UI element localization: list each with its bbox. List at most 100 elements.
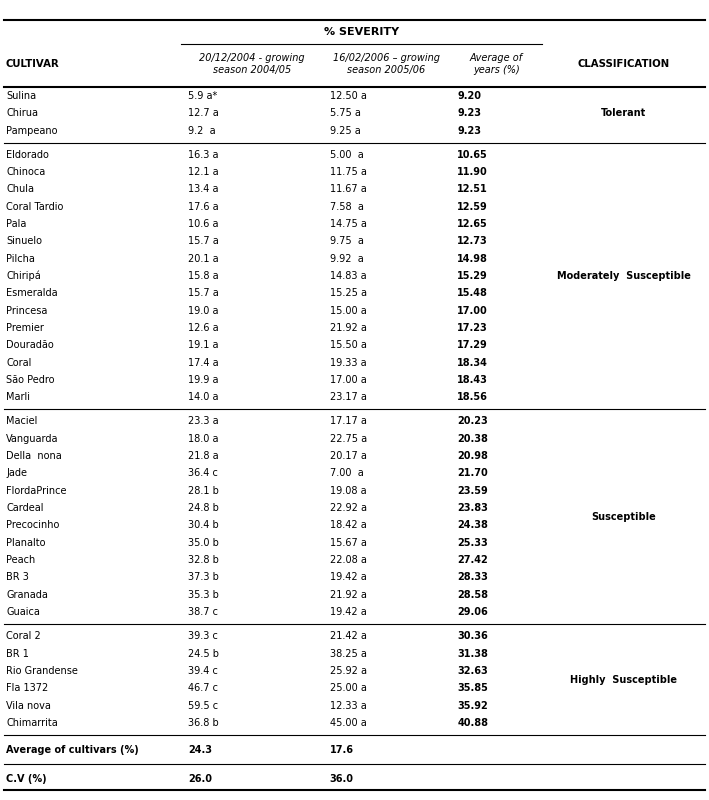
Text: 29.06: 29.06 bbox=[457, 607, 488, 617]
Text: 13.4 a: 13.4 a bbox=[188, 184, 218, 194]
Text: 18.0 a: 18.0 a bbox=[188, 434, 218, 444]
Text: 21.8 a: 21.8 a bbox=[188, 451, 218, 461]
Text: Chinoca: Chinoca bbox=[6, 167, 45, 177]
Text: 20.1 a: 20.1 a bbox=[188, 254, 218, 264]
Text: 59.5 c: 59.5 c bbox=[188, 701, 218, 710]
Text: 18.43: 18.43 bbox=[457, 375, 489, 385]
Text: Cardeal: Cardeal bbox=[6, 503, 44, 513]
Text: Coral: Coral bbox=[6, 358, 32, 367]
Text: 12.50 a: 12.50 a bbox=[330, 91, 367, 101]
Text: Pala: Pala bbox=[6, 219, 27, 229]
Text: 38.25 a: 38.25 a bbox=[330, 649, 367, 658]
Text: 5.75 a: 5.75 a bbox=[330, 108, 361, 118]
Text: 12.65: 12.65 bbox=[457, 219, 488, 229]
Text: 25.33: 25.33 bbox=[457, 538, 488, 548]
Text: Susceptible: Susceptible bbox=[591, 512, 657, 522]
Text: 36.8 b: 36.8 b bbox=[188, 718, 218, 728]
Text: 12.51: 12.51 bbox=[457, 184, 488, 194]
Text: 24.3: 24.3 bbox=[188, 745, 212, 754]
Text: 39.3 c: 39.3 c bbox=[188, 631, 218, 642]
Text: 20.98: 20.98 bbox=[457, 451, 489, 461]
Text: 14.0 a: 14.0 a bbox=[188, 392, 218, 402]
Text: 9.23: 9.23 bbox=[457, 108, 481, 118]
Text: 16/02/2006 – growing
season 2005/06: 16/02/2006 – growing season 2005/06 bbox=[333, 53, 440, 74]
Text: 12.73: 12.73 bbox=[457, 236, 488, 246]
Text: 27.42: 27.42 bbox=[457, 555, 488, 565]
Text: 15.50 a: 15.50 a bbox=[330, 340, 367, 350]
Text: 11.75 a: 11.75 a bbox=[330, 167, 367, 177]
Text: 7.00  a: 7.00 a bbox=[330, 469, 364, 478]
Text: Coral Tardio: Coral Tardio bbox=[6, 202, 64, 212]
Text: São Pedro: São Pedro bbox=[6, 375, 55, 385]
Text: CULTIVAR: CULTIVAR bbox=[6, 59, 60, 69]
Text: 15.7 a: 15.7 a bbox=[188, 236, 218, 246]
Text: 21.92 a: 21.92 a bbox=[330, 323, 367, 333]
Text: 24.5 b: 24.5 b bbox=[188, 649, 219, 658]
Text: Planalto: Planalto bbox=[6, 538, 46, 548]
Text: 14.98: 14.98 bbox=[457, 254, 489, 264]
Text: Highly  Susceptible: Highly Susceptible bbox=[571, 674, 677, 685]
Text: 17.29: 17.29 bbox=[457, 340, 488, 350]
Text: 19.0 a: 19.0 a bbox=[188, 306, 218, 316]
Text: 18.56: 18.56 bbox=[457, 392, 489, 402]
Text: Maciel: Maciel bbox=[6, 417, 38, 426]
Text: 20.23: 20.23 bbox=[457, 417, 488, 426]
Text: 20.38: 20.38 bbox=[457, 434, 489, 444]
Text: Rio Grandense: Rio Grandense bbox=[6, 666, 78, 676]
Text: Eldorado: Eldorado bbox=[6, 150, 49, 160]
Text: 46.7 c: 46.7 c bbox=[188, 683, 218, 694]
Text: Premier: Premier bbox=[6, 323, 44, 333]
Text: 10.65: 10.65 bbox=[457, 150, 488, 160]
Text: 35.3 b: 35.3 b bbox=[188, 590, 219, 600]
Text: 11.90: 11.90 bbox=[457, 167, 488, 177]
Text: 16.3 a: 16.3 a bbox=[188, 150, 218, 160]
Text: 36.4 c: 36.4 c bbox=[188, 469, 218, 478]
Text: 9.20: 9.20 bbox=[457, 91, 481, 101]
Text: Sulina: Sulina bbox=[6, 91, 36, 101]
Text: 25.00 a: 25.00 a bbox=[330, 683, 367, 694]
Text: Vila nova: Vila nova bbox=[6, 701, 51, 710]
Text: Average of
years (%): Average of years (%) bbox=[470, 53, 523, 74]
Text: 39.4 c: 39.4 c bbox=[188, 666, 218, 676]
Text: 26.0: 26.0 bbox=[188, 774, 212, 784]
Text: 5.9 a*: 5.9 a* bbox=[188, 91, 217, 101]
Text: 20/12/2004 - growing
season 2004/05: 20/12/2004 - growing season 2004/05 bbox=[199, 53, 304, 74]
Text: Peach: Peach bbox=[6, 555, 35, 565]
Text: 12.59: 12.59 bbox=[457, 202, 488, 212]
Text: 15.00 a: 15.00 a bbox=[330, 306, 367, 316]
Text: Coral 2: Coral 2 bbox=[6, 631, 41, 642]
Text: 11.67 a: 11.67 a bbox=[330, 184, 367, 194]
Text: FlordaPrince: FlordaPrince bbox=[6, 486, 67, 496]
Text: 20.17 a: 20.17 a bbox=[330, 451, 367, 461]
Text: BR 1: BR 1 bbox=[6, 649, 29, 658]
Text: 21.70: 21.70 bbox=[457, 469, 488, 478]
Text: 17.00: 17.00 bbox=[457, 306, 488, 316]
Text: 19.42 a: 19.42 a bbox=[330, 607, 367, 617]
Text: 19.1 a: 19.1 a bbox=[188, 340, 218, 350]
Text: Sinuelo: Sinuelo bbox=[6, 236, 43, 246]
Text: 9.25 a: 9.25 a bbox=[330, 126, 360, 135]
Text: 19.08 a: 19.08 a bbox=[330, 486, 367, 496]
Text: 22.08 a: 22.08 a bbox=[330, 555, 367, 565]
Text: Average of cultivars (%): Average of cultivars (%) bbox=[6, 745, 139, 754]
Text: 9.75  a: 9.75 a bbox=[330, 236, 364, 246]
Text: Tolerant: Tolerant bbox=[601, 108, 647, 118]
Text: 19.42 a: 19.42 a bbox=[330, 572, 367, 582]
Text: 45.00 a: 45.00 a bbox=[330, 718, 367, 728]
Text: Douradão: Douradão bbox=[6, 340, 54, 350]
Text: Chirua: Chirua bbox=[6, 108, 38, 118]
Text: 9.92  a: 9.92 a bbox=[330, 254, 364, 264]
Text: Guaica: Guaica bbox=[6, 607, 40, 617]
Text: 22.92 a: 22.92 a bbox=[330, 503, 367, 513]
Text: 15.29: 15.29 bbox=[457, 271, 488, 281]
Text: 17.00 a: 17.00 a bbox=[330, 375, 367, 385]
Text: 18.42 a: 18.42 a bbox=[330, 521, 367, 530]
Text: 24.38: 24.38 bbox=[457, 521, 489, 530]
Text: 14.83 a: 14.83 a bbox=[330, 271, 367, 281]
Text: 15.67 a: 15.67 a bbox=[330, 538, 367, 548]
Text: 5.00  a: 5.00 a bbox=[330, 150, 364, 160]
Text: Granada: Granada bbox=[6, 590, 48, 600]
Text: 17.17 a: 17.17 a bbox=[330, 417, 367, 426]
Text: 23.83: 23.83 bbox=[457, 503, 489, 513]
Text: 22.75 a: 22.75 a bbox=[330, 434, 367, 444]
